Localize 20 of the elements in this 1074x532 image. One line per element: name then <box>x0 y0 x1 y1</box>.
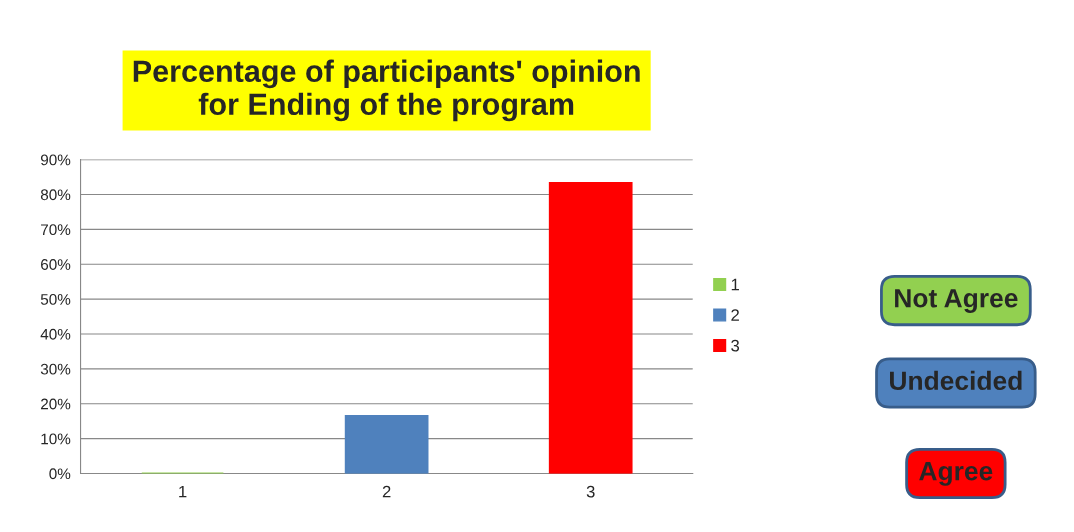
y-tick-label: 40% <box>40 328 71 340</box>
y-tick-label: 0% <box>49 468 71 480</box>
x-tick-label: 3 <box>586 485 595 498</box>
y-tick-label: 90% <box>40 154 71 166</box>
y-tick-label: 50% <box>40 293 71 305</box>
legend-label: 2 <box>731 309 739 321</box>
y-tick-label: 60% <box>41 259 71 270</box>
y-tick-label: 30% <box>40 363 71 375</box>
y-tick-label: 10% <box>41 433 71 445</box>
y-tick-label: 20% <box>41 398 71 410</box>
text: Not Agree <box>895 289 1018 313</box>
chart-title: Percentage of participants' opinion for Ending of the program <box>133 59 640 122</box>
x-tick-label: 2 <box>382 485 391 498</box>
text: Agree <box>919 462 993 486</box>
legend-label: 1 <box>731 278 739 291</box>
x-tick-label: 1 <box>179 485 187 498</box>
y-tick-label: 70% <box>41 224 71 236</box>
y-tick-label: 80% <box>40 189 71 201</box>
legend-label: 3 <box>731 339 740 352</box>
text: Undecided <box>890 370 1022 391</box>
